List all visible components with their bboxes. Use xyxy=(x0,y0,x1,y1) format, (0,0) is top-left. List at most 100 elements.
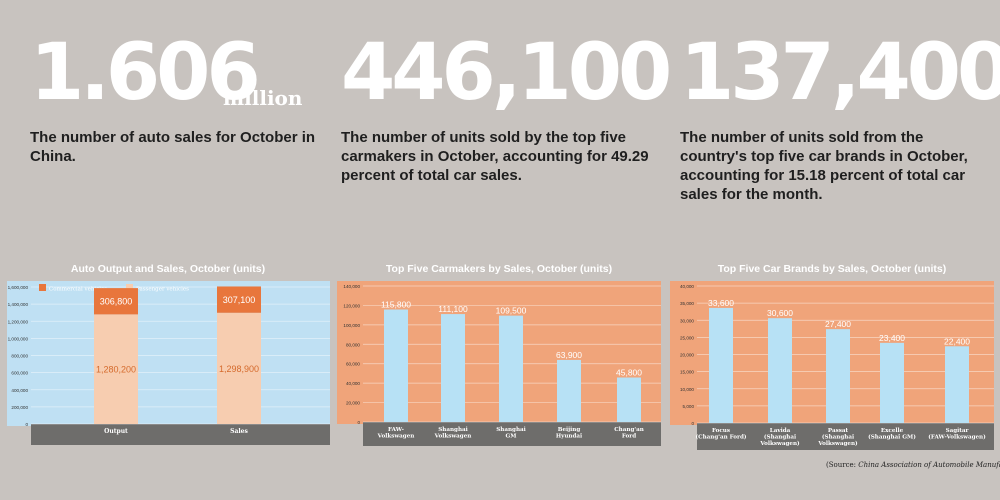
data-label: 63,900 xyxy=(556,350,582,360)
y-tick-label: 100,000 xyxy=(343,323,360,328)
y-tick-label: 200,000 xyxy=(11,405,28,410)
stat-description-line: accounting for 15.18 percent of total ca… xyxy=(680,167,966,184)
data-label-passenger: 1,280,200 xyxy=(96,365,136,375)
x-tick-label: (Shanghai xyxy=(764,434,796,441)
y-tick-label: 30,000 xyxy=(680,318,694,323)
x-tick-label: Volkswagen xyxy=(377,434,415,440)
y-tick-label: 15,000 xyxy=(680,370,694,375)
data-label: 45,800 xyxy=(616,368,642,378)
bar-passenger xyxy=(94,314,138,424)
x-tick-label: Chang'an xyxy=(614,427,644,433)
y-tick-label: 20,000 xyxy=(680,353,694,358)
y-tick-label: 120,000 xyxy=(343,303,360,308)
data-label: 33,600 xyxy=(708,298,734,308)
y-tick-label: 10,000 xyxy=(680,387,694,392)
y-tick-label: 40,000 xyxy=(346,381,360,386)
x-tick-label: Hyundai xyxy=(556,434,582,440)
bar xyxy=(945,346,969,423)
x-tick-label: Volkswagen xyxy=(434,434,472,440)
data-label-commercial: 307,100 xyxy=(223,295,256,305)
stat-description-line: sales for the month. xyxy=(680,186,823,203)
y-tick-label: 800,000 xyxy=(11,354,28,359)
bar-passenger xyxy=(217,312,261,424)
stat-description-line: The number of units sold by the top five xyxy=(341,129,627,146)
bar xyxy=(557,359,581,422)
stat-description-line: country's top five car brands in October… xyxy=(680,148,968,165)
chart-title-carmakers: Top Five Carmakers by Sales, October (un… xyxy=(385,263,613,275)
stat-description-line: carmakers in October, accounting for 49.… xyxy=(341,148,649,165)
stat-unit: million xyxy=(223,86,303,110)
y-tick-label: 600,000 xyxy=(11,371,28,376)
y-tick-label: 35,000 xyxy=(680,301,694,306)
legend-swatch-passenger xyxy=(126,284,133,291)
y-tick-label: 400,000 xyxy=(11,388,28,393)
stat-description-line: The number of units sold from the xyxy=(680,129,924,146)
x-axis-band xyxy=(31,424,330,445)
x-tick-label: (Chang'an Ford) xyxy=(695,434,746,441)
y-tick-label: 1,600,000 xyxy=(8,285,29,290)
x-tick-label: Sagitar xyxy=(946,428,969,434)
source-text: China Association of Automobile Manufact… xyxy=(858,461,1000,469)
data-label: 109,500 xyxy=(496,306,527,316)
stat-value: 137,400 xyxy=(680,28,1000,118)
x-tick-label: Shanghai xyxy=(496,427,526,433)
y-tick-label: 40,000 xyxy=(680,284,694,289)
data-label-commercial: 306,800 xyxy=(100,297,133,307)
source-label: Source: xyxy=(828,461,857,469)
bar-commercial xyxy=(217,286,261,313)
data-label: 30,600 xyxy=(767,308,793,318)
y-tick-label: 5,000 xyxy=(683,404,695,409)
data-label: 111,100 xyxy=(438,304,468,314)
bar xyxy=(709,307,733,423)
stat-description: The number of units sold by the top five… xyxy=(341,128,661,185)
x-axis-band xyxy=(363,422,661,446)
legend-swatch-commercial xyxy=(39,284,46,291)
x-tick-label: (Shanghai GM) xyxy=(868,434,916,441)
x-tick-label: Output xyxy=(104,428,128,435)
stat-value: 1.606 xyxy=(30,28,261,118)
chart-top-brands: 0 5,000 10,000 15,000 20,000 25,000 30,000 35,0… xyxy=(670,281,994,450)
y-tick-label: 140,000 xyxy=(343,284,360,289)
y-tick-label: 25,000 xyxy=(680,335,694,340)
x-axis-band xyxy=(697,423,994,450)
x-tick-label: (FAW-Volkswagen) xyxy=(928,434,986,441)
x-tick-label: Beijing xyxy=(558,427,581,433)
y-tick-label: 1,000,000 xyxy=(8,336,29,341)
chart-top-carmakers: 0 20,000 40,000 60,000 80,000 100,000 120,000 1… xyxy=(337,281,661,446)
stat-description-line: China. xyxy=(30,148,76,165)
y-tick-label: 0 xyxy=(691,421,694,426)
x-tick-label: (Shanghai xyxy=(822,434,854,441)
x-tick-label: Lavida xyxy=(770,428,791,434)
x-tick-label: Passat xyxy=(828,428,849,434)
y-tick-label: 60,000 xyxy=(346,362,360,367)
y-tick-label: 80,000 xyxy=(346,342,360,347)
x-tick-label: FAW- xyxy=(388,427,405,433)
legend-label-commercial: Commercial vehicles xyxy=(49,287,107,293)
x-tick-label: Sales xyxy=(230,428,248,435)
x-tick-label: Excelle xyxy=(881,428,904,434)
y-tick-label: 1,200,000 xyxy=(8,319,29,324)
data-label: 23,400 xyxy=(879,333,905,343)
data-label: 115,800 xyxy=(381,300,411,310)
bar xyxy=(441,314,465,422)
chart-title-output-sales: Auto Output and Sales, October (units) xyxy=(70,263,266,275)
bar xyxy=(826,329,850,423)
y-tick-label: 0 xyxy=(357,420,360,425)
chart-title-brands: Top Five Car Brands by Sales, October (u… xyxy=(717,263,947,275)
bar xyxy=(499,315,523,422)
plot-background xyxy=(7,281,330,426)
data-label: 22,400 xyxy=(944,336,970,346)
legend-label-passenger: Passenger vehicles xyxy=(136,287,189,293)
y-tick-label: 20,000 xyxy=(346,401,360,406)
x-tick-label: Shanghai xyxy=(438,427,468,433)
bar xyxy=(384,309,408,422)
y-tick-label: 1,400,000 xyxy=(8,302,29,307)
source-note: (Source: China Association of Automobile… xyxy=(826,461,1000,469)
chart-output-sales: 0 200,000 400,000 600,000 800,000 1,000,000 1,… xyxy=(7,281,330,445)
x-tick-label: Volkswagen) xyxy=(759,440,800,447)
x-tick-label: Focus xyxy=(712,428,730,434)
bar xyxy=(768,318,792,423)
bar-commercial xyxy=(94,288,138,315)
stat-value: 446,100 xyxy=(341,28,672,118)
x-tick-label: Ford xyxy=(622,434,636,440)
